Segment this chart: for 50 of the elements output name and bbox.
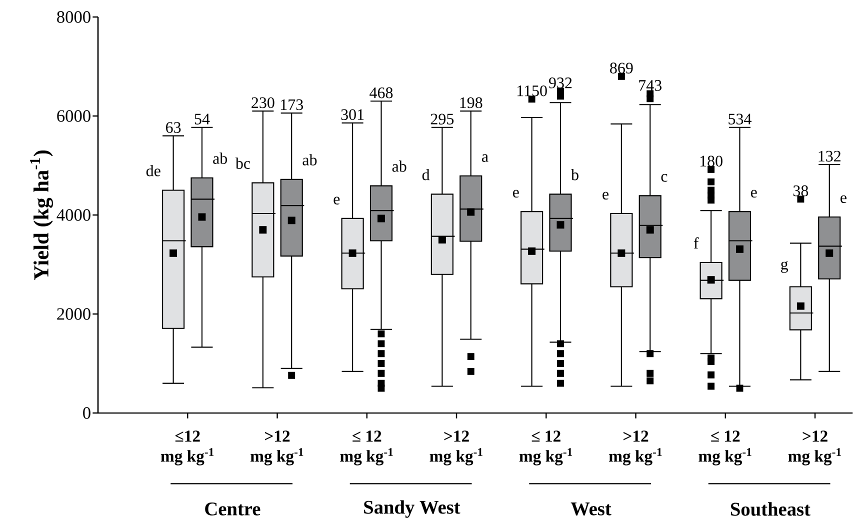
y-tick-label: 2000	[57, 308, 90, 320]
text: Centre	[205, 502, 260, 516]
y-axis-title: Yield (kg ha$^{-1}$)	[30, 150, 54, 280]
y-tick-label: 8000	[57, 11, 90, 23]
annotation: 132	[818, 150, 840, 162]
annotation: ab	[392, 160, 406, 172]
annotation: 230	[252, 97, 274, 108]
annotation: 54	[194, 114, 210, 124]
annotation: 743	[639, 80, 662, 91]
annotation: 534	[728, 114, 752, 124]
annotation: 173	[281, 99, 303, 110]
text: Southeast	[730, 502, 810, 516]
annotation: g	[781, 261, 788, 273]
annotation: 63	[166, 122, 181, 133]
x-tick-label: ≤ 12 mg kg$^{-1}$	[519, 430, 572, 466]
annotation: e	[602, 192, 609, 200]
text: West	[570, 502, 612, 516]
annotation: 1150	[518, 85, 547, 96]
x-tick-label: >12 mg kg$^{-1}$	[250, 430, 304, 466]
y-tick-label: 6000	[57, 110, 90, 122]
annotation: 468	[370, 87, 393, 98]
annotation: de	[146, 165, 160, 176]
x-tick-label: ≤ 12 mg kg$^{-1}$	[698, 430, 752, 466]
annotation: 869	[610, 62, 633, 74]
text: Sandy West	[364, 500, 460, 518]
annotation: c	[661, 174, 668, 182]
annotation: ab	[213, 152, 228, 164]
x-tick-label: >12 mg kg$^{-1}$	[430, 430, 482, 466]
annotation: f	[694, 237, 699, 249]
annotation: e	[512, 190, 519, 198]
annotation: e	[334, 196, 340, 204]
annotation: b	[571, 168, 578, 180]
x-tick-label: ≤ 12 mg kg$^{-1}$	[340, 430, 393, 466]
annotation: 301	[341, 109, 364, 120]
y-tick-label: 0	[83, 407, 90, 419]
annotation: ab	[302, 154, 317, 166]
annotation: a	[482, 154, 488, 162]
annotation: d	[422, 168, 430, 180]
annotation: 295	[430, 114, 454, 124]
annotation: e	[750, 190, 757, 198]
annotation: 38	[793, 185, 808, 196]
annotation: e	[840, 195, 846, 203]
y-tick-label: 4000	[56, 209, 90, 221]
x-tick-label: ≤12 mg kg$^{-1}$	[160, 430, 214, 466]
annotation: 198	[460, 97, 482, 108]
annotation: bc	[235, 158, 250, 169]
annotation: 180	[700, 156, 722, 167]
x-tick-label: >12 mg kg$^{-1}$	[788, 430, 841, 466]
x-tick-label: >12 mg kg$^{-1}$	[609, 430, 662, 466]
annotation: 932	[549, 78, 572, 88]
